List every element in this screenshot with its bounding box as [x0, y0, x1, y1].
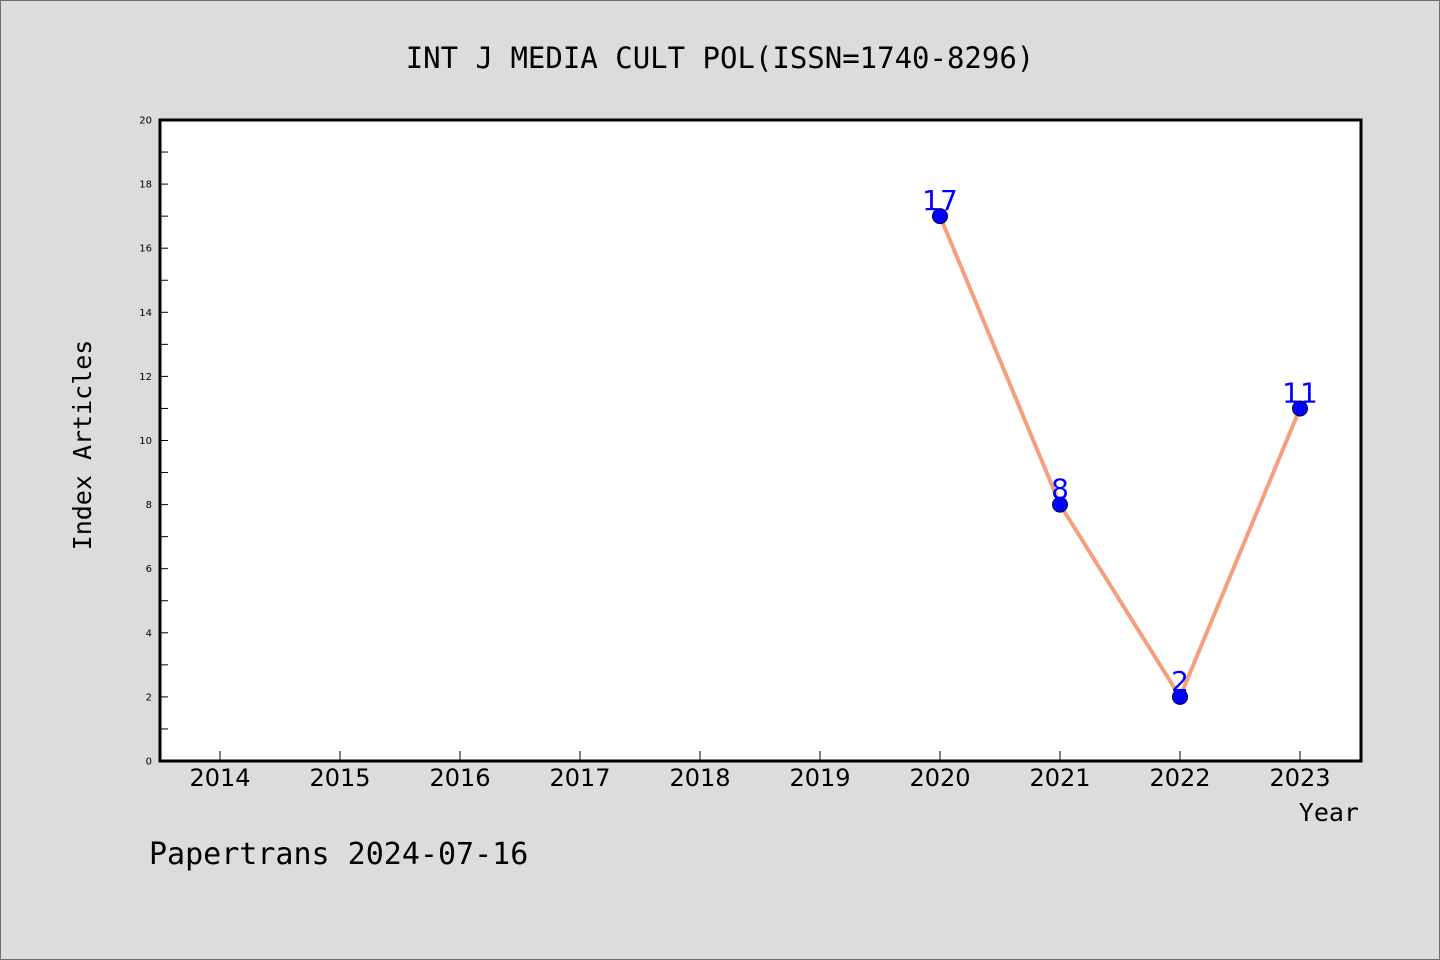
x-tick-label: 2019 [789, 764, 850, 792]
x-tick-label: 2023 [1269, 764, 1330, 792]
y-tick-label: 12 [139, 372, 152, 383]
y-tick-label: 2 [146, 692, 152, 703]
x-axis-label: Year [1299, 798, 1359, 827]
x-axis: 2014 2015 2016 2017 2018 2019 2020 2021 2022 2023 [189, 751, 1331, 792]
footer-credit: Papertrans 2024-07-16 [149, 837, 528, 872]
data-label: 8 [1051, 473, 1069, 506]
y-tick-label: 8 [146, 500, 152, 511]
x-tick-label: 2015 [309, 764, 370, 792]
x-tick-label: 2018 [669, 764, 730, 792]
data-label: 17 [922, 184, 958, 217]
series-layer: 17 8 2 11 [922, 184, 1318, 705]
data-label: 11 [1282, 376, 1318, 409]
y-tick-label: 18 [139, 180, 152, 191]
chart-title: INT J MEDIA CULT POL(ISSN=1740-8296) [406, 41, 1035, 75]
x-tick-label: 2017 [549, 764, 610, 792]
data-point [1292, 400, 1308, 417]
data-label: 2 [1171, 665, 1189, 698]
y-tick-label: 16 [139, 244, 152, 255]
y-tick-label: 20 [139, 116, 152, 127]
data-point [932, 208, 948, 225]
y-axis-label: Index Articles [68, 340, 97, 551]
x-tick-label: 2022 [1149, 764, 1210, 792]
y-tick-label: 4 [146, 628, 152, 639]
y-tick-label: 6 [146, 564, 152, 575]
x-tick-label: 2014 [189, 764, 250, 792]
data-point [1172, 688, 1188, 705]
x-tick-label: 2016 [429, 764, 490, 792]
y-tick-label: 10 [139, 436, 152, 447]
x-tick-label: 2020 [909, 764, 970, 792]
y-tick-label: 0 [146, 757, 152, 768]
data-point [1052, 496, 1068, 513]
plot-area [158, 118, 1363, 763]
y-axis: 0 2 4 6 8 10 12 14 16 18 20 [139, 116, 168, 768]
series-line [938, 214, 1302, 699]
y-tick-label: 14 [139, 308, 152, 319]
x-tick-label: 2021 [1029, 764, 1090, 792]
